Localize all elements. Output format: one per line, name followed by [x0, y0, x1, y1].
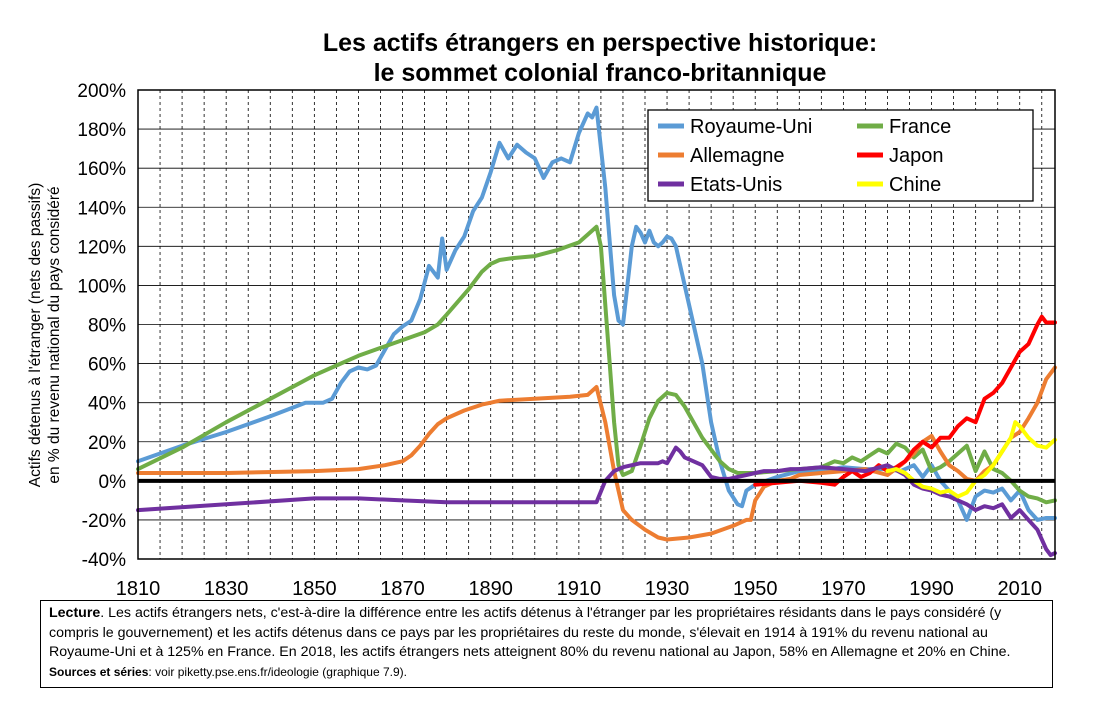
series-line-france — [136, 224, 1057, 505]
series-line-japon — [753, 314, 1057, 487]
legend-label-chine: Chine — [889, 174, 941, 196]
plot-frame — [137, 89, 1056, 560]
y-tick-label: 100% — [77, 276, 126, 297]
caption-text: . Les actifs étrangers nets, c'est-à-dir… — [49, 605, 1011, 660]
y-tick-label: 140% — [77, 198, 126, 219]
x-tick-label: 1810 — [116, 578, 161, 600]
x-tick-label: 1830 — [204, 578, 249, 600]
chart-title-line-2: le sommet colonial franco-britannique — [373, 59, 827, 87]
y-axis-ticks: -40% -20% 0% 20% 40% 60% 80% 100% 120% 140% 160% 18… — [77, 81, 126, 571]
legend-label-allemagne: Allemagne — [690, 145, 785, 167]
x-tick-label: 1870 — [380, 578, 425, 600]
y-tick-label: 40% — [88, 394, 126, 415]
x-tick-label: 2010 — [997, 578, 1042, 600]
y-tick-label: -20% — [82, 511, 126, 532]
legend-label-etats-unis: Etats-Unis — [690, 174, 782, 196]
x-tick-label: 1950 — [733, 578, 778, 600]
chart-title: Les actifs étrangers en perspective hist… — [140, 28, 1060, 88]
y-tick-label: 200% — [77, 81, 126, 102]
legend-label-royaume-uni: Royaume-Uni — [690, 116, 812, 138]
legend-label-france: France — [889, 116, 951, 138]
y-tick-label: 180% — [77, 120, 126, 141]
caption-sources-text: : voir piketty.pse.ens.fr/ideologie (gra… — [148, 664, 407, 679]
x-tick-label: 1970 — [821, 578, 866, 600]
line-chart: -40% -20% 0% 20% 40% 60% 80% 100% 120% 140% 160% 18… — [27, 81, 1057, 600]
legend-label-japon: Japon — [889, 145, 944, 167]
caption-lead: Lecture — [49, 605, 101, 621]
legend: Royaume-Uni France Allemagne Japon Etats-Uni… — [647, 109, 1034, 202]
y-tick-label: 60% — [88, 355, 126, 376]
y-axis-label-line-1: Actifs détenus à l'étranger (nets des pa… — [27, 183, 44, 488]
y-tick-label: -40% — [82, 550, 126, 571]
x-tick-label: 1890 — [468, 578, 513, 600]
x-tick-label: 1930 — [645, 578, 690, 600]
y-tick-label: 20% — [88, 433, 126, 454]
y-tick-label: 80% — [88, 316, 126, 337]
y-axis-label: Actifs détenus à l'étranger (nets des pa… — [27, 183, 63, 488]
chart-title-line-1: Les actifs étrangers en perspective hist… — [322, 29, 878, 57]
y-tick-label: 160% — [77, 159, 126, 180]
x-tick-label: 1910 — [557, 578, 602, 600]
y-tick-label: 120% — [77, 237, 126, 258]
x-tick-label: 1850 — [292, 578, 337, 600]
x-axis-ticks: 1810 1830 1850 1870 1890 1910 1930 1950 1970 1990… — [116, 578, 1042, 600]
y-tick-label: 0% — [99, 472, 127, 493]
series-line-etats-unis — [136, 445, 1057, 558]
legend-box — [647, 109, 1034, 202]
series-line-royaume-uni — [136, 105, 1057, 522]
x-tick-label: 1990 — [909, 578, 954, 600]
y-axis-label-line-2: en % du revenu national du pays considér… — [46, 186, 63, 483]
caption-box: Lecture. Les actifs étrangers nets, c'es… — [40, 600, 1053, 688]
caption-sources-label: Sources et séries — [49, 664, 149, 679]
